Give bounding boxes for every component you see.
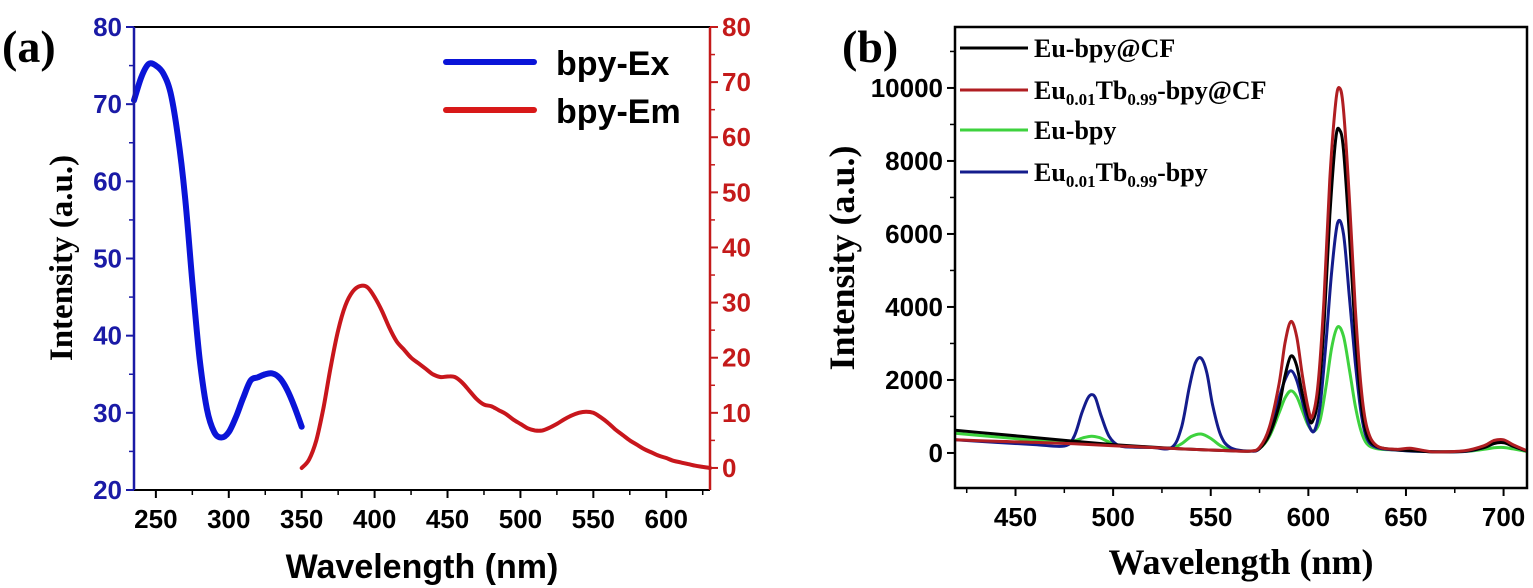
x-tick-label: 500 [499,504,542,534]
left-y-tick-label: 60 [93,166,122,196]
left-y-tick-label: 40 [93,321,122,351]
right-y-tick-label: 60 [722,122,751,152]
y-tick-label: 10000 [871,73,943,103]
x-tick-label: 550 [1189,502,1232,532]
right-y-tick-label: 0 [722,453,736,483]
series-line-bpy-ex [131,60,305,441]
right-y-tick-label: 10 [722,398,751,428]
x-tick-label: 350 [280,504,323,534]
x-tick-label: 400 [353,504,396,534]
y-tick-label: 0 [929,438,943,468]
left-y-tick-label: 50 [93,244,122,274]
x-tick-label: 650 [1384,502,1427,532]
legend-label-eu-bpy: Eu-bpy [1034,116,1116,145]
left-y-tick-label: 30 [93,398,122,428]
panel-b-label: (b) [842,21,898,72]
x-tick-label: 600 [645,504,688,534]
left-y-tick-label: 80 [93,12,122,42]
right-y-tick-label: 20 [722,343,751,373]
panel-a-x-ticks: 250 300 350 400 450 500 550 600 [134,490,704,534]
y-tick-label: 4000 [885,292,943,322]
panel-a-left-y-ticks: 20 30 40 50 60 70 80 [93,12,134,505]
panel-b-x-ticks: 450 500 550 600 650 700 [965,488,1525,532]
panel-a-legend: bpy-Ex bpy-Em [443,45,681,131]
x-tick-label: 550 [572,504,615,534]
x-tick-label: 500 [1091,502,1134,532]
legend-label-eu0-01tb0-99-bpy: Eu0.01Tb0.99-bpy [1034,158,1208,191]
left-y-tick-label: 70 [93,89,122,119]
panel-a-right-y-ticks: 0 10 20 30 40 50 60 70 80 [710,12,751,483]
series-line-bpy-em [299,283,712,470]
series-line-eu0-01tb0-99-bpy-cf [955,86,1527,454]
y-tick-label: 8000 [885,146,943,176]
right-y-tick-label: 40 [722,232,751,262]
y-tick-label: 2000 [885,365,943,395]
right-y-tick-label: 80 [722,12,751,42]
panel-b-legend: Eu-bpy@CF Eu0.01Tb0.99-bpy@CF Eu-bpy Eu0.01… [960,34,1267,191]
panel-b-y-axis-label: Intensity (a.u.) [822,145,862,370]
legend-label-bpy-em: bpy-Em [556,93,681,131]
left-y-tick-label: 20 [93,475,122,505]
y-tick-label: 6000 [885,219,943,249]
x-tick-label: 600 [1287,502,1330,532]
panel-a: (a) 250 300 350 400 450 500 550 600 20304050607… [2,12,751,586]
panel-a-x-axis-label: Wavelength (nm) [286,548,559,586]
panel-a-label: (a) [2,21,56,72]
panel-b-y-ticks: 0 2000 4000 6000 8000 10000 [871,50,955,468]
series-line-eu0-01tb0-99-bpy [955,218,1527,454]
legend-label-eu0-01tb0-99-bpy-cf: Eu0.01Tb0.99-bpy@CF [1034,76,1267,109]
series-line-eu-bpy [955,325,1527,454]
panel-b-series-group [955,86,1527,454]
legend-label-bpy-ex: bpy-Ex [556,45,669,83]
panel-a-y-axis-label: Intensity (a.u.) [44,155,80,361]
x-tick-label: 250 [134,504,177,534]
panel-b-x-axis-label: Wavelength (nm) [1109,542,1374,582]
x-tick-label: 450 [426,504,469,534]
panel-a-series-group [131,60,712,470]
right-y-tick-label: 30 [722,288,751,318]
x-tick-label: 700 [1482,502,1525,532]
right-y-tick-label: 50 [722,177,751,207]
x-tick-label: 300 [207,504,250,534]
x-tick-label: 450 [994,502,1037,532]
panel-b-frame [953,25,1529,490]
legend-label-eu-bpy-cf: Eu-bpy@CF [1034,34,1175,63]
right-y-tick-label: 70 [722,67,751,97]
panel-b: (b) 450 500 550 600 650 700 0 2000 4000 6000 8000… [822,21,1529,582]
